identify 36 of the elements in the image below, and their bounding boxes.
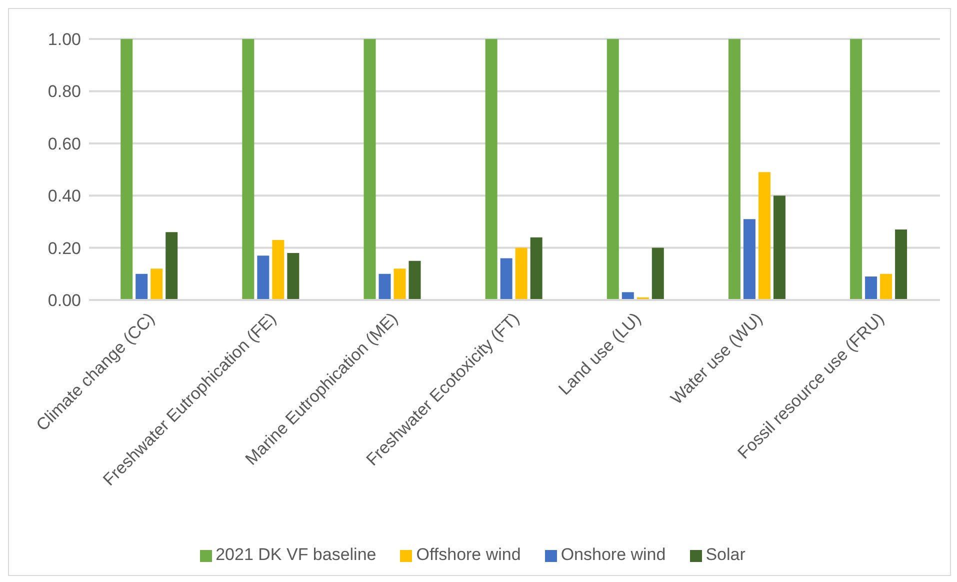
y-tick-label: 1.00	[48, 30, 81, 50]
bar	[773, 196, 786, 300]
y-tick-label: 0.20	[48, 238, 81, 258]
bar	[758, 172, 770, 300]
bar	[652, 248, 664, 300]
bar	[530, 237, 542, 300]
y-tick-label: 0.00	[48, 291, 81, 310]
bar	[850, 39, 862, 300]
bar	[150, 268, 163, 300]
bar	[485, 39, 498, 300]
y-tick-label: 0.80	[48, 82, 81, 102]
bar	[287, 253, 300, 300]
bar	[743, 219, 756, 300]
bar	[242, 39, 254, 300]
bar	[728, 39, 740, 300]
y-tick-label: 0.40	[48, 186, 81, 206]
bar	[364, 39, 376, 300]
bar	[895, 230, 908, 300]
bar	[606, 39, 619, 300]
legend-label: Solar	[706, 545, 746, 564]
legend-label: Offshore wind	[416, 545, 521, 564]
bar	[272, 240, 284, 300]
legend-label: 2021 DK VF baseline	[216, 545, 376, 564]
bar	[257, 256, 270, 300]
y-tick-label: 0.60	[48, 134, 81, 154]
bar	[500, 258, 512, 300]
bar	[515, 248, 528, 300]
bar	[865, 276, 878, 300]
bar	[408, 260, 421, 300]
bar	[166, 232, 178, 300]
bar	[880, 274, 892, 300]
bar	[394, 268, 406, 300]
legend-label: Onshore wind	[560, 545, 666, 564]
bar	[378, 274, 391, 300]
bar	[136, 274, 148, 300]
bar	[120, 39, 133, 300]
